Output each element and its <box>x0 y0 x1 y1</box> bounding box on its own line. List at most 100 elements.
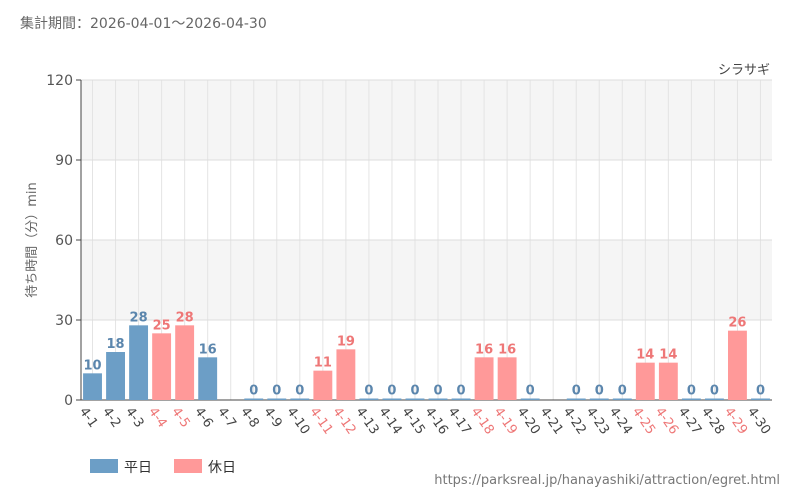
x-tick-label-4-3: 4-3 <box>122 405 146 431</box>
plot-band <box>81 80 772 160</box>
legend-swatch-h <box>174 459 202 473</box>
x-tick-label-4-15: 4-15 <box>399 405 428 438</box>
value-label-4-3: 28 <box>130 310 148 325</box>
value-label-4-17: 0 <box>457 384 466 399</box>
bar-4-3 <box>129 325 149 400</box>
bar-4-5 <box>175 325 195 400</box>
bar-4-1 <box>83 373 102 400</box>
x-tick-label-4-2: 4-2 <box>99 405 123 431</box>
value-label-4-25: 14 <box>636 348 654 363</box>
value-label-4-5: 28 <box>176 310 194 325</box>
value-label-4-23: 0 <box>595 384 604 399</box>
y-tick-label: 120 <box>46 73 73 89</box>
x-tick-label-4-7: 4-7 <box>214 405 238 431</box>
value-label-4-2: 18 <box>107 337 125 352</box>
x-tick-label-4-8: 4-8 <box>237 405 261 431</box>
x-tick-label-4-27: 4-27 <box>675 405 704 438</box>
y-tick-labels: 0 30 60 90 120 <box>46 73 73 409</box>
bar-4-20 <box>520 398 540 400</box>
plot-bands <box>81 80 772 320</box>
value-label-4-11: 11 <box>314 356 332 371</box>
x-tick-label-4-4: 4-4 <box>145 405 169 431</box>
value-label-4-24: 0 <box>618 384 627 399</box>
legend-label: 平日 <box>124 460 152 476</box>
value-label-4-27: 0 <box>687 384 696 399</box>
legend-label: 休日 <box>208 460 236 476</box>
bar-4-19 <box>497 357 517 400</box>
x-tick-label-4-28: 4-28 <box>698 405 727 438</box>
value-label-4-4: 25 <box>153 318 171 333</box>
x-tick-label-4-25: 4-25 <box>629 405 658 438</box>
x-tick-label-4-14: 4-14 <box>375 405 404 438</box>
x-tick-label-4-6: 4-6 <box>191 405 215 431</box>
x-tick-label-4-21: 4-21 <box>537 405 566 438</box>
value-label-4-13: 0 <box>364 384 373 399</box>
value-label-4-28: 0 <box>710 384 719 399</box>
x-tick-label-4-16: 4-16 <box>422 405 451 438</box>
bar-4-23 <box>589 398 609 400</box>
bar-4-30 <box>751 398 770 400</box>
bar-4-6 <box>198 357 218 400</box>
value-label-4-1: 10 <box>83 358 101 373</box>
y-tick-label: 0 <box>64 393 73 409</box>
bar-4-24 <box>612 398 632 400</box>
bar-4-25 <box>635 362 655 400</box>
value-label-4-10: 0 <box>295 384 304 399</box>
x-tick-label-4-11: 4-11 <box>306 405 335 438</box>
x-tick-label-4-10: 4-10 <box>283 405 312 438</box>
y-tick-label: 30 <box>55 313 73 329</box>
bar-4-10 <box>290 398 310 400</box>
bar-4-26 <box>658 362 678 400</box>
source-url: https://parksreal.jp/hanayashiki/attract… <box>434 473 780 488</box>
bar-4-18 <box>474 357 494 400</box>
bar-4-27 <box>681 398 701 400</box>
x-tick-label-4-17: 4-17 <box>445 405 474 438</box>
x-tick-label-4-18: 4-18 <box>468 405 497 438</box>
bar-4-12 <box>336 349 356 400</box>
bar-4-8 <box>244 398 264 400</box>
legend-swatch-w <box>90 459 118 473</box>
bar-4-15 <box>405 398 425 400</box>
bar-4-29 <box>728 330 747 400</box>
x-tick-label-4-19: 4-19 <box>491 405 520 438</box>
bar-4-16 <box>428 398 448 400</box>
x-tick-label-4-23: 4-23 <box>583 405 612 438</box>
bars <box>83 325 770 400</box>
value-label-4-9: 0 <box>272 384 281 399</box>
x-tick-label-4-22: 4-22 <box>560 405 589 438</box>
bar-4-9 <box>267 398 287 400</box>
x-tick-label-4-20: 4-20 <box>514 405 543 438</box>
bar-4-2 <box>106 352 125 400</box>
value-label-4-19: 16 <box>498 342 516 357</box>
value-label-4-20: 0 <box>526 384 535 399</box>
bar-4-4 <box>152 333 172 400</box>
value-label-4-8: 0 <box>249 384 258 399</box>
value-label-4-29: 26 <box>728 316 746 331</box>
value-label-4-18: 16 <box>475 342 493 357</box>
value-label-4-6: 16 <box>199 342 217 357</box>
x-tick-label-4-30: 4-30 <box>744 405 773 438</box>
bar-4-28 <box>704 398 724 400</box>
value-label-4-26: 14 <box>659 348 677 363</box>
y-axis-label: 待ち時間（分）min <box>25 182 40 298</box>
bar-4-11 <box>313 370 333 400</box>
axes <box>76 79 772 401</box>
plot-band <box>81 240 772 320</box>
x-tick-label-4-1: 4-1 <box>76 405 100 431</box>
value-label-4-15: 0 <box>410 384 419 399</box>
x-tick-label-4-26: 4-26 <box>652 405 681 438</box>
attraction-name: シラサギ <box>718 63 770 78</box>
value-label-4-22: 0 <box>572 384 581 399</box>
bar-4-22 <box>566 398 586 400</box>
legend: 平日 休日 <box>90 459 236 476</box>
value-label-4-30: 0 <box>756 384 765 399</box>
value-label-4-12: 19 <box>337 334 355 349</box>
x-tick-label-4-29: 4-29 <box>721 405 750 438</box>
x-tick-label-4-9: 4-9 <box>260 405 284 431</box>
bar-4-14 <box>382 398 402 400</box>
period-label: 集計期間：2026-04-01～2026-04-30 <box>20 16 267 32</box>
y-tick-label: 60 <box>55 233 73 249</box>
x-tick-label-4-5: 4-5 <box>168 405 192 431</box>
